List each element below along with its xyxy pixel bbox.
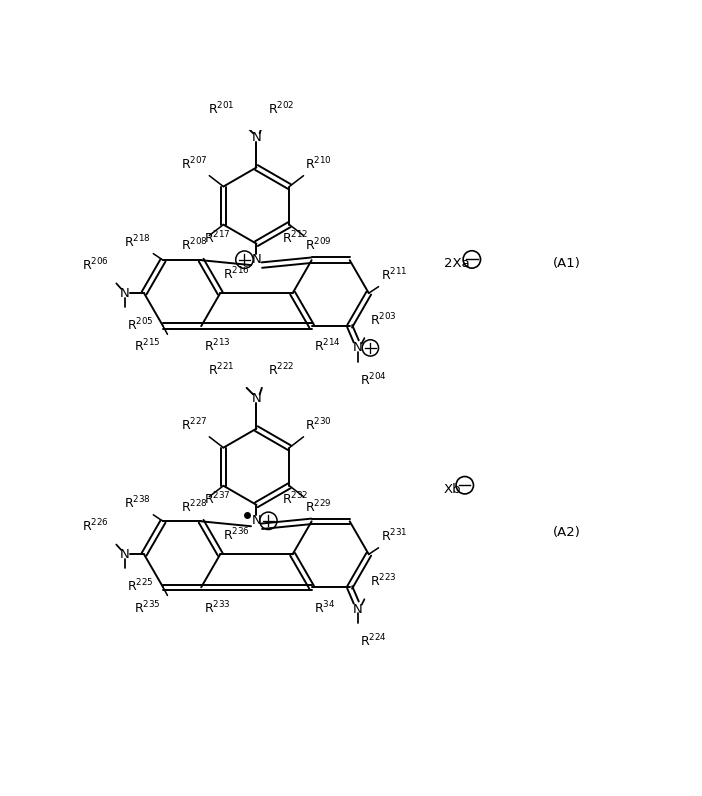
Text: N: N	[251, 131, 261, 144]
Text: R$^{207}$: R$^{207}$	[181, 156, 208, 173]
Text: R$^{229}$: R$^{229}$	[305, 498, 331, 515]
Text: R$^{218}$: R$^{218}$	[124, 234, 151, 251]
Text: R$^{222}$: R$^{222}$	[268, 361, 295, 378]
Text: R$^{209}$: R$^{209}$	[305, 237, 331, 254]
Text: R$^{228}$: R$^{228}$	[181, 498, 208, 515]
Text: N: N	[251, 392, 261, 405]
Text: R$^{233}$: R$^{233}$	[204, 599, 231, 616]
Text: (A2): (A2)	[553, 526, 581, 539]
Text: N: N	[120, 287, 130, 299]
Text: N: N	[353, 603, 363, 615]
Text: R$^{208}$: R$^{208}$	[181, 237, 208, 254]
Text: R$^{227}$: R$^{227}$	[181, 417, 208, 434]
Text: R$^{237}$: R$^{237}$	[204, 491, 231, 508]
Text: R$^{204}$: R$^{204}$	[359, 371, 386, 388]
Text: R$^{230}$: R$^{230}$	[305, 417, 331, 434]
Text: N: N	[251, 253, 261, 266]
Text: R$^{226}$: R$^{226}$	[81, 518, 109, 535]
Text: N: N	[353, 341, 363, 354]
Text: R$^{205}$: R$^{205}$	[126, 317, 154, 334]
Text: R$^{203}$: R$^{203}$	[370, 312, 397, 328]
Text: R$^{236}$: R$^{236}$	[223, 527, 250, 544]
Text: R$^{231}$: R$^{231}$	[380, 528, 407, 544]
Text: R$^{238}$: R$^{238}$	[124, 495, 151, 512]
Text: R$^{201}$: R$^{201}$	[208, 100, 234, 117]
Text: R$^{223}$: R$^{223}$	[370, 573, 397, 590]
Text: Xb: Xb	[444, 482, 462, 496]
Text: R$^{232}$: R$^{232}$	[282, 491, 309, 508]
Text: R$^{211}$: R$^{211}$	[380, 267, 407, 283]
Text: 2Xa: 2Xa	[444, 257, 470, 270]
Text: R$^{217}$: R$^{217}$	[204, 230, 231, 247]
Text: R$^{216}$: R$^{216}$	[223, 266, 250, 283]
Text: R$^{225}$: R$^{225}$	[126, 578, 154, 595]
Text: R$^{214}$: R$^{214}$	[314, 338, 341, 355]
Text: N: N	[120, 548, 130, 561]
Text: R$^{224}$: R$^{224}$	[359, 633, 386, 649]
Text: R$^{235}$: R$^{235}$	[133, 599, 160, 616]
Text: R$^{34}$: R$^{34}$	[314, 599, 336, 616]
Text: R$^{212}$: R$^{212}$	[282, 230, 309, 247]
Text: R$^{221}$: R$^{221}$	[208, 361, 234, 378]
Text: R$^{202}$: R$^{202}$	[268, 100, 295, 117]
Text: N: N	[251, 514, 261, 527]
Text: R$^{215}$: R$^{215}$	[133, 338, 160, 355]
Text: (A1): (A1)	[553, 257, 581, 270]
Text: R$^{206}$: R$^{206}$	[81, 257, 109, 274]
Text: R$^{213}$: R$^{213}$	[204, 338, 231, 355]
Text: R$^{210}$: R$^{210}$	[305, 156, 331, 173]
